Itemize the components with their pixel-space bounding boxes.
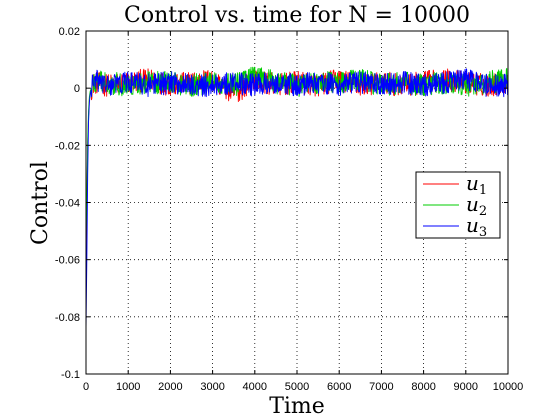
- series-line-u3: [85, 68, 509, 332]
- legend-label-u2: u2: [466, 192, 487, 219]
- y-axis-label: Control: [28, 161, 53, 245]
- x-tick-label: 7000: [369, 381, 393, 393]
- x-tick-label: 2000: [158, 381, 182, 393]
- ticks-layer: [85, 30, 509, 375]
- y-tick-label: -0.1: [61, 369, 80, 381]
- x-tick-label: 4000: [243, 381, 267, 393]
- tick-labels-layer: 0 1000 2000 3000 4000 5000 6000 7000 8000 9000 100…: [55, 26, 523, 393]
- legend-label-u3: u3: [466, 213, 487, 240]
- y-tick-label: 0: [74, 83, 80, 95]
- x-tick-label: 0: [83, 381, 89, 393]
- y-tick-label: 0.02: [59, 26, 80, 38]
- x-tick-label: 5000: [285, 381, 309, 393]
- legend-label-u1: u1: [466, 171, 487, 198]
- series-layer: [85, 66, 509, 332]
- x-tick-label: 3000: [200, 381, 224, 393]
- x-tick-label: 1000: [116, 381, 140, 393]
- x-axis-label: Time: [269, 394, 325, 419]
- y-tick-label: -0.02: [55, 140, 80, 152]
- x-tick-label: 8000: [411, 381, 435, 393]
- y-tick-label: -0.04: [55, 198, 80, 210]
- y-tick-label: -0.06: [55, 255, 80, 267]
- x-tick-label: 10000: [493, 381, 524, 393]
- x-tick-label: 9000: [454, 381, 478, 393]
- y-tick-label: -0.08: [55, 312, 80, 324]
- chart-title: Control vs. time for N = 10000: [124, 3, 470, 28]
- x-tick-label: 6000: [327, 381, 351, 393]
